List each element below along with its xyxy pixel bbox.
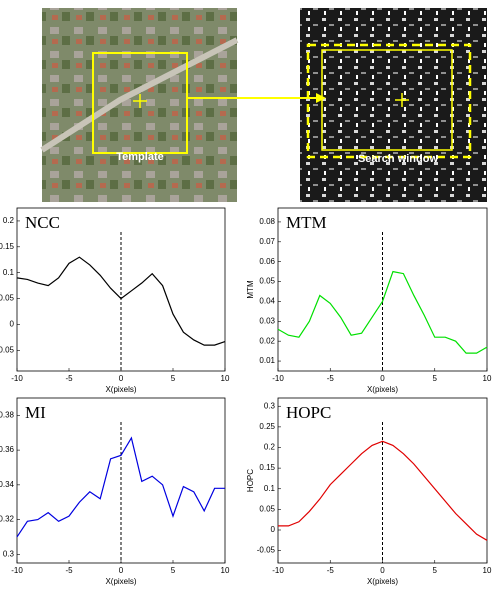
x-tick-label: -10	[11, 566, 23, 575]
y-tick-label: 0	[10, 320, 15, 329]
template-image: Template	[42, 8, 237, 202]
y-tick-label: 0	[271, 525, 276, 534]
x-axis-label: X(pixels)	[367, 385, 398, 394]
x-tick-label: 10	[483, 374, 492, 383]
x-tick-label: 5	[433, 566, 438, 575]
chart-title: MI	[25, 403, 46, 422]
y-tick-label: -0.05	[0, 345, 15, 354]
y-tick-label: 0.15	[0, 242, 15, 251]
y-tick-label: 0.1	[264, 484, 276, 493]
x-tick-label: 5	[171, 566, 176, 575]
x-tick-label: -10	[11, 374, 23, 383]
y-axis-label: MTM	[246, 280, 255, 299]
y-tick-label: 0.05	[259, 277, 275, 286]
figure: Template Search window -0.0500.050.10.15…	[0, 0, 493, 593]
x-tick-label: 0	[119, 566, 124, 575]
y-tick-label: 0.2	[3, 216, 15, 225]
x-tick-label: 10	[221, 374, 230, 383]
x-tick-label: -5	[327, 374, 335, 383]
line	[17, 257, 225, 345]
y-tick-label: 0.01	[259, 356, 275, 365]
y-tick-label: 0.25	[259, 422, 275, 431]
x-tick-label: 0	[119, 374, 124, 383]
y-tick-label: 0.34	[0, 480, 15, 489]
y-tick-label: 0.03	[259, 316, 275, 325]
x-tick-label: -10	[272, 566, 284, 575]
chart-title: NCC	[25, 213, 60, 232]
y-tick-label: 0.2	[264, 443, 276, 452]
y-tick-label: 0.06	[259, 257, 275, 266]
y-tick-label: 0.02	[259, 336, 275, 345]
y-tick-label: -0.05	[257, 546, 276, 555]
y-tick-label: 0.04	[259, 297, 275, 306]
y-tick-label: 0.32	[0, 515, 15, 524]
y-tick-label: 0.1	[3, 268, 15, 277]
template-label: Template	[116, 151, 163, 163]
x-tick-label: 0	[380, 566, 385, 575]
y-tick-label: 0.05	[259, 504, 275, 513]
y-tick-label: 0.05	[0, 294, 15, 303]
line	[278, 441, 487, 540]
x-axis-label: X(pixels)	[367, 577, 398, 586]
x-tick-label: -5	[327, 566, 335, 575]
y-axis-label: HOPC	[246, 469, 255, 492]
x-tick-label: -5	[65, 566, 73, 575]
x-tick-label: -10	[272, 374, 284, 383]
search-label: Search window	[358, 153, 439, 165]
x-tick-label: 5	[171, 374, 176, 383]
y-tick-label: 0.07	[259, 237, 275, 246]
chart-title: HOPC	[286, 403, 331, 422]
x-tick-label: 0	[380, 374, 385, 383]
y-tick-label: 0.38	[0, 410, 15, 419]
x-tick-label: 10	[483, 566, 492, 575]
y-tick-label: 0.3	[264, 401, 276, 410]
search-image: Search window	[300, 8, 487, 202]
y-tick-label: 0.08	[259, 217, 275, 226]
y-tick-label: 0.36	[0, 445, 15, 454]
y-tick-label: 0.15	[259, 463, 275, 472]
y-tick-label: 0.3	[3, 549, 15, 558]
x-tick-label: 10	[221, 566, 230, 575]
x-axis-label: X(pixels)	[105, 385, 136, 394]
x-tick-label: 5	[433, 374, 438, 383]
chart-title: MTM	[286, 213, 327, 232]
x-axis-label: X(pixels)	[105, 577, 136, 586]
x-tick-label: -5	[65, 374, 73, 383]
